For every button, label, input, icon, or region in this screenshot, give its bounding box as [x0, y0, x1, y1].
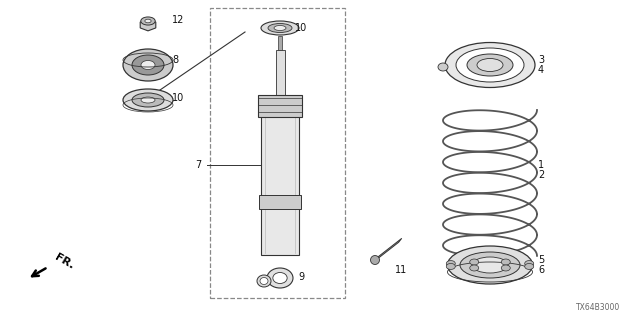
Ellipse shape [447, 246, 532, 284]
Ellipse shape [470, 259, 479, 265]
Ellipse shape [477, 59, 503, 71]
Text: 5: 5 [538, 255, 544, 265]
Text: 3: 3 [538, 55, 544, 65]
Text: FR.: FR. [53, 252, 76, 271]
Ellipse shape [141, 17, 155, 25]
Ellipse shape [525, 260, 534, 267]
Bar [258, 95, 302, 117]
Ellipse shape [525, 263, 534, 269]
Bar [210, 8, 345, 298]
Bar [275, 273, 285, 286]
Ellipse shape [268, 23, 292, 33]
Text: 7: 7 [195, 160, 201, 170]
Ellipse shape [445, 43, 535, 87]
Ellipse shape [438, 63, 448, 71]
Text: 4: 4 [538, 65, 544, 75]
Ellipse shape [123, 89, 173, 111]
Text: TX64B3000: TX64B3000 [576, 303, 620, 312]
Ellipse shape [141, 97, 155, 103]
Ellipse shape [446, 260, 455, 267]
Ellipse shape [132, 93, 164, 107]
Ellipse shape [446, 263, 455, 269]
Text: 11: 11 [395, 265, 407, 275]
Polygon shape [374, 238, 402, 262]
Text: 2: 2 [538, 170, 544, 180]
Bar [276, 50, 285, 105]
Ellipse shape [261, 21, 299, 35]
Text: 10: 10 [172, 93, 184, 103]
Bar [261, 105, 299, 255]
Ellipse shape [123, 49, 173, 81]
Ellipse shape [257, 275, 271, 287]
Ellipse shape [260, 277, 268, 284]
Ellipse shape [501, 265, 510, 271]
Text: 1: 1 [538, 160, 544, 170]
Ellipse shape [274, 26, 286, 30]
Polygon shape [140, 19, 156, 31]
Text: 6: 6 [538, 265, 544, 275]
Ellipse shape [460, 252, 520, 278]
Bar [278, 36, 282, 50]
Ellipse shape [472, 257, 508, 273]
Bar [259, 195, 301, 209]
Ellipse shape [132, 55, 164, 75]
Ellipse shape [467, 54, 513, 76]
Ellipse shape [145, 19, 151, 23]
Ellipse shape [470, 265, 479, 271]
Ellipse shape [141, 60, 155, 69]
Text: 12: 12 [172, 15, 184, 25]
Ellipse shape [371, 255, 380, 265]
Ellipse shape [456, 48, 524, 82]
Ellipse shape [501, 259, 510, 265]
Ellipse shape [273, 273, 287, 284]
Ellipse shape [267, 268, 293, 288]
Text: 9: 9 [298, 272, 304, 282]
Text: 8: 8 [172, 55, 178, 65]
Text: 10: 10 [295, 23, 307, 33]
